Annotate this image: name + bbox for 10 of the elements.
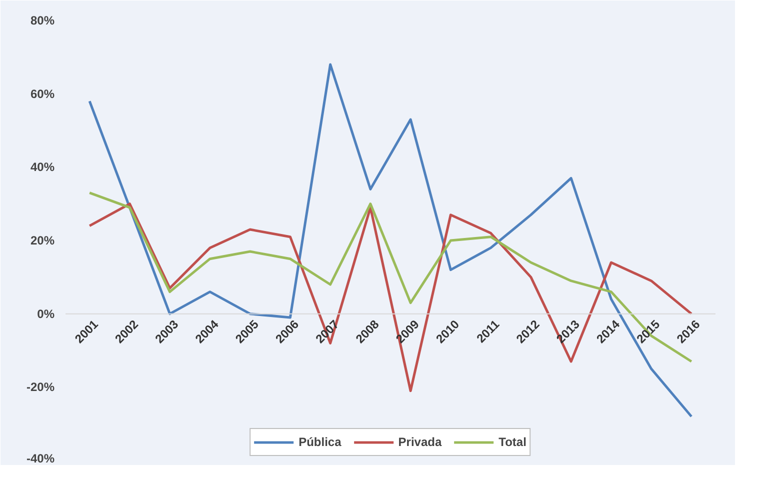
y-tick-label: 20%: [30, 234, 55, 248]
y-tick-label: 40%: [30, 160, 55, 174]
legend-label: Pública: [298, 435, 342, 449]
y-tick-label: 80%: [30, 14, 55, 28]
y-tick-label: -20%: [26, 380, 55, 394]
legend-label: Privada: [398, 435, 442, 449]
y-tick-label: -40%: [26, 452, 55, 466]
y-tick-label: 0%: [37, 306, 55, 321]
legend-label: Total: [498, 435, 526, 449]
y-tick-label: 60%: [30, 86, 55, 101]
